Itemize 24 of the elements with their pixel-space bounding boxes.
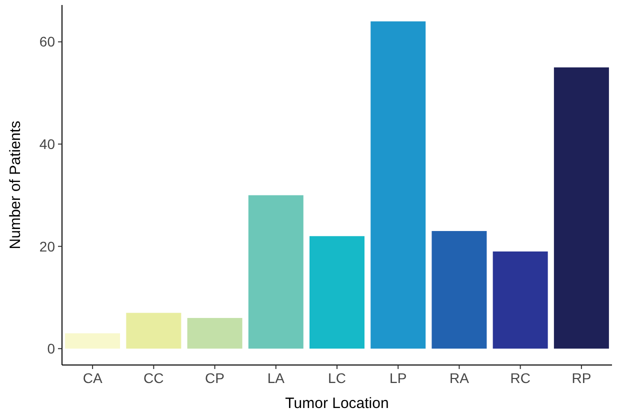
x-tick-label: RC: [510, 370, 530, 386]
x-tick-label: CA: [82, 370, 103, 386]
bar: [310, 236, 364, 349]
bar: [370, 21, 426, 349]
bar: [432, 231, 487, 349]
x-tick-label: CC: [144, 370, 164, 386]
bar: [187, 318, 242, 349]
y-tick-label: 0: [47, 340, 56, 357]
y-tick-label: 40: [39, 136, 56, 152]
x-tick-label: LP: [390, 370, 407, 386]
y-axis-title: Number of Patients: [7, 120, 24, 250]
y-tick-label: 20: [39, 238, 56, 254]
x-tick-label: LC: [328, 370, 346, 386]
bar: [248, 195, 304, 349]
bar: [126, 312, 182, 349]
x-tick-label: RA: [449, 370, 470, 386]
x-tick-label: CP: [205, 370, 225, 386]
bar: [554, 67, 609, 349]
bar: [65, 333, 120, 349]
x-tick-label: RP: [572, 370, 592, 386]
y-tick-label: 60: [39, 34, 56, 50]
x-tick-label: LA: [267, 370, 286, 386]
bar: [492, 251, 548, 349]
x-axis-title: Tumor Location: [285, 395, 389, 412]
